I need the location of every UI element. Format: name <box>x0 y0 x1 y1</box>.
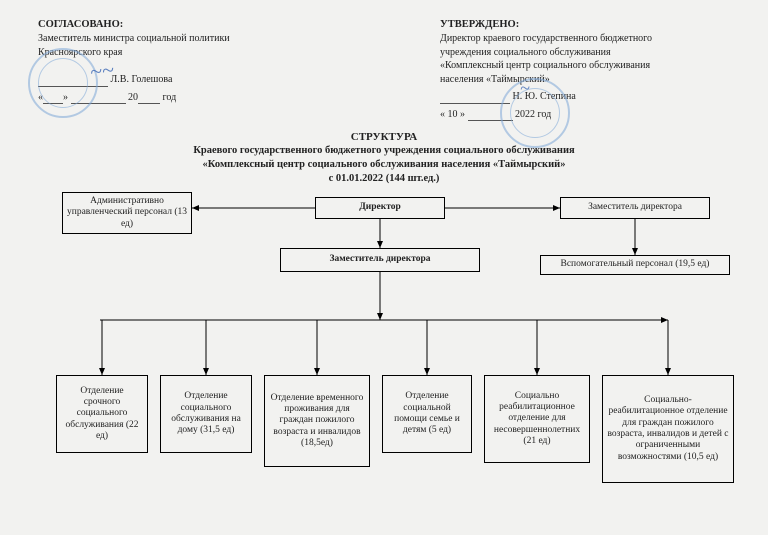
approval-right: УТВЕРЖДЕНО: Директор краевого государств… <box>440 18 740 121</box>
org-node-d4: Отделение социальной помощи семье и детя… <box>382 375 472 453</box>
signature-scribble: ~ <box>520 78 530 99</box>
org-node-d1: Отделение срочного социального обслужива… <box>56 375 148 453</box>
org-node-d2: Отделение социального обслуживания на до… <box>160 375 252 453</box>
approval-left-line1: Заместитель министра социальной политики <box>38 32 308 46</box>
signature-scribble: ~~ <box>89 57 115 85</box>
signature-line-right <box>440 93 510 104</box>
org-node-d3: Отделение временного проживания для граж… <box>264 375 370 467</box>
stamp-icon <box>28 48 98 118</box>
org-node-admin: Административно управленческий персонал … <box>62 192 192 234</box>
org-node-deputy_c: Заместитель директора <box>280 248 480 272</box>
org-node-aux: Вспомогательный персонал (19,5 ед) <box>540 255 730 275</box>
approval-right-title: УТВЕРЖДЕНО: <box>440 18 740 32</box>
org-node-d6: Социально-реабилитационное отделение для… <box>602 375 734 483</box>
doc-title: СТРУКТУРА Краевого государственного бюдж… <box>0 130 768 185</box>
approval-left-title: СОГЛАСОВАНО: <box>38 18 308 32</box>
org-node-d5: Социально реабилитационное отделение для… <box>484 375 590 463</box>
org-node-director: Директор <box>315 197 445 219</box>
approval-left-name: Л.В. Голешова <box>111 74 173 85</box>
org-node-deputy_r: Заместитель директора <box>560 197 710 219</box>
